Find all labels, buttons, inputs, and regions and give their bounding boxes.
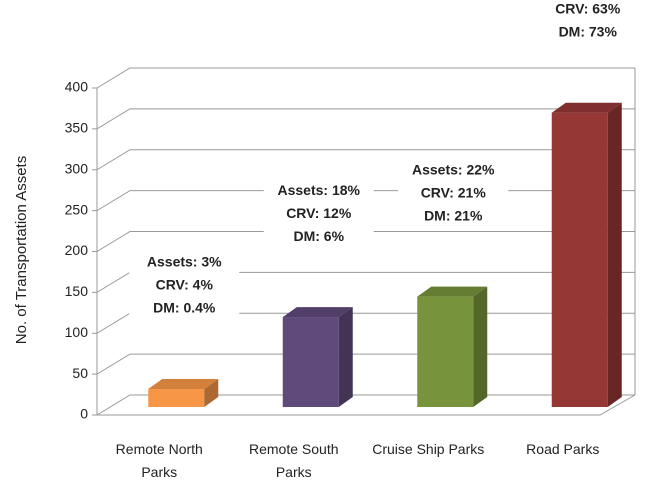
annotation: DM: 6% [293,228,344,244]
annotation-bg [263,179,374,250]
annotation: DM: 73% [559,23,618,39]
bar-side [338,307,353,407]
annotation: DM: 21% [424,207,483,223]
y-tick-label: 100 [65,324,89,340]
x-tick-label: Remote South Parks [249,441,339,480]
grid-line [96,231,635,252]
annotation: CRV: 21% [421,184,487,200]
annotation-bg [129,251,240,322]
y-tick-label: 150 [65,283,89,299]
bar-top [551,102,622,113]
annotation-bg [532,0,643,45]
bar-top [282,307,353,318]
bar-front [148,389,205,407]
y-tick-label: 300 [65,160,89,176]
x-tick-label-box: Cruise Ship Parks [372,441,485,457]
x-tick-label: Remote North Parks [115,441,203,480]
bar-side [473,286,488,407]
x-tick-label-box: Road Parks [526,441,600,457]
bar [417,286,488,407]
bar [282,307,353,407]
bar-front [417,296,474,407]
y-tick-label: 200 [65,242,89,258]
grid-line [96,108,635,130]
bar-top [148,379,219,390]
x-tick-label-box: Remote South Parks [249,441,339,480]
floor-edge [97,394,636,416]
bar-top [417,286,488,297]
y-tick-label: 400 [65,79,89,95]
y-tick-label: 350 [65,120,89,136]
bar [551,102,622,407]
annotation: CRV: 12% [286,205,352,221]
bar-side [204,379,219,407]
annotation: Assets: 18% [278,182,361,198]
y-axis-title: No. of Transportation Assets [13,156,30,344]
x-tick-label: Road Parks [526,441,600,457]
annotation-bg [398,158,509,229]
annotation: Assets: 3% [147,254,222,270]
bar [148,379,219,407]
annotation: CRV: 4% [156,277,214,293]
annotation: Assets: 22% [412,161,495,177]
x-tick-label: Cruise Ship Parks [372,441,485,457]
y-tick-label: 50 [72,365,88,381]
grid-line [96,149,635,171]
y-tick-label: 0 [80,406,88,422]
bar-side [607,102,622,407]
annotation: CRV: 63% [555,0,621,16]
bar-front [282,317,339,407]
annotation: DM: 0.4% [153,300,216,316]
bar-front [551,112,608,407]
y-tick-label: 250 [65,201,89,217]
grid-line [96,67,635,89]
x-tick-label-box: Remote North Parks [115,441,203,480]
